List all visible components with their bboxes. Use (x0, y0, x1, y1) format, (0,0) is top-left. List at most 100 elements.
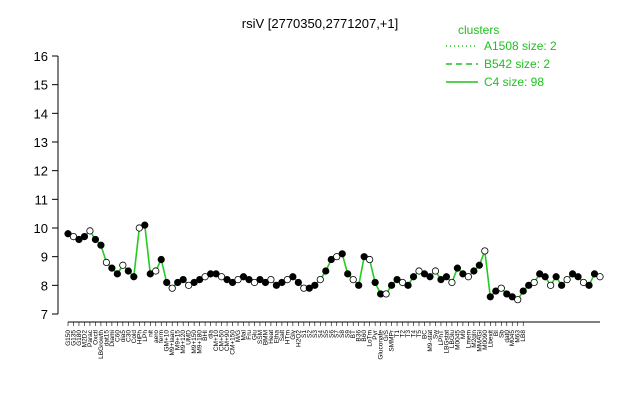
x-tick-label: M0045 (454, 330, 461, 350)
x-tick-label: M9+120 (180, 330, 187, 354)
data-point (431, 267, 440, 275)
x-tick-label: Oxctl (92, 329, 99, 344)
data-point (305, 284, 313, 292)
x-tick-label: T5 (416, 330, 423, 338)
x-tick-label: SMMPr (389, 329, 396, 352)
x-tick-label: S9 (345, 330, 352, 338)
data-point (217, 273, 226, 281)
x-tick-label: aero (153, 330, 160, 343)
data-point (371, 278, 379, 287)
data-point (135, 224, 143, 232)
x-tick-label: M9+180 (197, 330, 204, 354)
data-point (590, 270, 599, 278)
data-point (508, 293, 516, 301)
data-point (525, 281, 533, 289)
x-tick-label: nit (147, 330, 154, 337)
x-tick-label: Etha (273, 330, 280, 344)
x-tick-label: M2gln (471, 330, 478, 348)
y-tick-label: 15 (34, 78, 48, 93)
x-tick-label: Fru (246, 330, 253, 340)
legend: clusters A1508 size: 2 B542 size: 2 C4 siz… (446, 23, 557, 89)
data-point (492, 287, 500, 295)
x-tick-label: dia5 (120, 330, 127, 343)
data-point (283, 275, 291, 284)
x-tick-label: HiPh (136, 330, 143, 344)
x-tick-label: MMAGl (476, 329, 483, 351)
data-point (327, 255, 335, 264)
data-point (475, 261, 483, 269)
x-tick-label: S1 (301, 330, 308, 338)
y-tick-label: 12 (34, 164, 48, 179)
x-tick-label: Lbexit (487, 330, 494, 348)
x-tick-label: HTm (284, 330, 291, 344)
data-point (448, 278, 456, 287)
x-tick-label: M9 (460, 330, 467, 339)
data-point (344, 270, 352, 278)
data-point (201, 273, 209, 281)
data-point (130, 273, 138, 281)
data-point (349, 275, 357, 284)
data-point (267, 275, 275, 284)
x-tick-label: M9+150 (191, 330, 198, 354)
data-point (108, 264, 116, 272)
data-point (596, 273, 604, 281)
x-tick-label: Gly (290, 329, 297, 340)
x-tick-label: T3 (405, 330, 412, 338)
x-tick-label: M0090 (482, 330, 489, 350)
x-tick-label: dat0 (504, 330, 511, 343)
data-point (398, 278, 407, 287)
data-point (497, 284, 505, 292)
data-point (179, 275, 187, 284)
x-tick-label: G180 (76, 330, 83, 346)
data-point (470, 267, 478, 275)
x-tick-label: M045 (509, 330, 516, 347)
data-point (75, 235, 83, 244)
data-point (503, 290, 511, 298)
data-point (316, 275, 324, 284)
x-tick-label: H2O2 (295, 330, 302, 347)
data-point (245, 275, 253, 284)
x-tick-label: M9+15 (175, 330, 182, 350)
y-tick-label: 14 (34, 106, 48, 121)
x-tick-label: LBGrowth (98, 330, 105, 359)
x-tick-label: T1 (394, 330, 401, 338)
data-point (91, 235, 100, 244)
data-point (382, 290, 390, 298)
data-point (579, 278, 588, 287)
data-point (360, 253, 368, 261)
data-point (574, 273, 582, 281)
x-tick-label: Parac (87, 329, 94, 347)
data-point (585, 281, 593, 289)
y-tick-label: 7 (41, 307, 48, 322)
data-point (547, 281, 555, 289)
data-point (256, 275, 264, 284)
data-point (261, 278, 270, 287)
x-tick-label: Diami (109, 330, 116, 347)
data-point (196, 275, 204, 284)
x-tick-label: BT (350, 330, 357, 338)
data-point (426, 273, 434, 281)
data-point (64, 230, 72, 238)
x-tick-label: B60 (361, 330, 368, 342)
x-tick-label: Heat (268, 330, 275, 344)
data-point (234, 275, 242, 284)
x-tick-label: dia (208, 330, 215, 339)
y-tick-label: 11 (35, 192, 49, 207)
y-tick-label: 10 (34, 221, 48, 236)
data-point (322, 267, 330, 275)
x-tick-label: UMD (186, 330, 193, 345)
data-point (124, 267, 132, 275)
legend-label: C4 size: 98 (484, 75, 544, 89)
x-tick-label: Gluconate (378, 330, 385, 360)
data-point (563, 275, 571, 284)
legend-label: B542 size: 2 (484, 57, 550, 71)
data-point (459, 270, 467, 278)
x-tick-label: S7 (334, 330, 341, 338)
data-point (530, 278, 538, 287)
x-tick-label: M9+Iaan (169, 330, 176, 356)
data-point (409, 273, 418, 281)
data-point (119, 261, 127, 269)
x-tick-label: Pyr (372, 329, 379, 340)
data-point (387, 281, 396, 289)
data-point (453, 264, 462, 272)
